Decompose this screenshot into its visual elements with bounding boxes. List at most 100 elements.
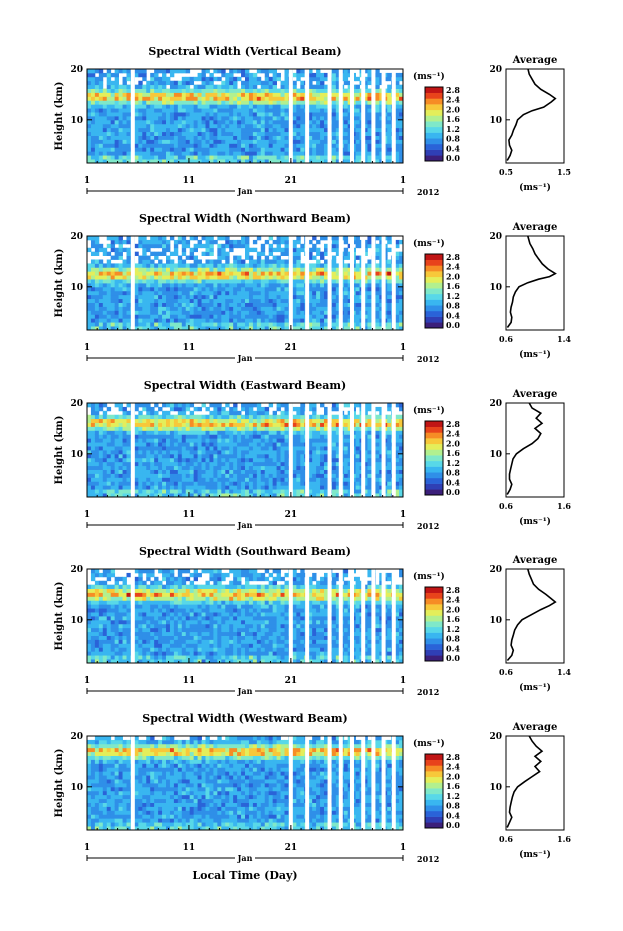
heatmap-cell xyxy=(87,123,92,129)
data-gap xyxy=(130,236,135,330)
heatmap-field xyxy=(87,69,404,164)
heatmap-cell xyxy=(98,310,104,315)
heatmap-cell xyxy=(122,298,127,303)
heatmap-cell xyxy=(87,151,92,156)
heatmap-cell xyxy=(110,457,116,463)
heatmap-cell xyxy=(114,92,119,97)
heatmap-cell xyxy=(166,92,171,97)
heatmap-cell xyxy=(102,481,108,486)
heatmap-cell xyxy=(260,155,266,160)
heatmap-cell xyxy=(292,286,297,292)
heatmap-cell xyxy=(379,76,384,82)
heatmap-cell xyxy=(264,263,270,268)
heatmap-cell xyxy=(169,147,175,152)
heatmap-cell xyxy=(272,446,277,451)
heatmap-cell xyxy=(126,442,131,447)
heatmap-cell xyxy=(375,159,380,164)
heatmap-cell xyxy=(256,434,262,439)
heatmap-cell xyxy=(158,127,163,133)
heatmap-cell xyxy=(162,450,167,455)
heatmap-cell xyxy=(173,279,179,284)
heatmap-cell xyxy=(379,88,384,93)
heatmap-cell xyxy=(260,104,266,109)
heatmap-cell xyxy=(193,263,198,268)
heatmap-cell xyxy=(177,236,183,241)
heatmap-cell xyxy=(324,155,329,160)
heatmap-cell xyxy=(320,147,325,152)
heatmap-cell xyxy=(114,119,119,125)
heatmap-cell xyxy=(173,84,179,89)
heatmap-cell xyxy=(126,310,131,315)
heatmap-cell xyxy=(169,271,175,276)
heatmap-cell xyxy=(114,493,119,498)
heatmap-cell xyxy=(225,263,230,268)
heatmap-cell xyxy=(296,430,301,435)
heatmap-cell xyxy=(90,108,96,113)
heatmap-cell xyxy=(158,271,163,276)
heatmap-cell xyxy=(355,302,360,307)
heatmap-cell xyxy=(312,108,317,113)
heatmap-cell xyxy=(296,473,301,478)
heatmap-cell xyxy=(280,119,285,125)
heatmap-cell xyxy=(300,84,305,89)
heatmap-cell xyxy=(142,112,147,117)
heatmap-cell xyxy=(256,139,262,144)
heatmap-cell xyxy=(320,326,325,331)
heatmap-cell xyxy=(90,485,96,490)
heatmap-cell xyxy=(260,418,266,423)
heatmap-cell xyxy=(367,239,372,245)
heatmap-cell xyxy=(248,104,254,109)
heatmap-cell xyxy=(102,450,108,455)
heatmap-cell xyxy=(102,267,108,272)
heatmap-cell xyxy=(189,271,195,276)
heatmap-cell xyxy=(331,263,337,268)
heatmap-cell xyxy=(126,422,131,427)
heatmap-cell xyxy=(276,96,281,101)
heatmap-cell xyxy=(233,418,238,423)
heatmap-cell xyxy=(395,100,400,105)
heatmap-cell xyxy=(118,457,123,463)
heatmap-cell xyxy=(217,481,222,486)
heatmap-cell xyxy=(94,112,100,117)
heatmap-cell xyxy=(205,310,210,315)
heatmap-cell xyxy=(280,143,285,148)
heatmap-cell xyxy=(256,422,262,427)
heatmap-cell xyxy=(146,80,151,86)
heatmap-cell xyxy=(126,69,131,74)
heatmap-cell xyxy=(387,112,392,117)
heatmap-cell xyxy=(252,143,258,148)
heatmap-cell xyxy=(375,310,380,315)
heatmap-cell xyxy=(225,119,230,125)
heatmap-cell xyxy=(205,283,210,288)
heatmap-cell xyxy=(189,442,195,447)
heatmap-cell xyxy=(162,267,167,272)
heatmap-cell xyxy=(280,236,285,241)
heatmap-cell xyxy=(375,84,380,89)
heatmap-cell xyxy=(197,446,202,451)
heatmap-cell xyxy=(252,306,258,311)
heatmap-cell xyxy=(335,135,341,140)
heatmap-cell xyxy=(320,310,325,315)
heatmap-cell xyxy=(300,318,305,323)
heatmap-cell xyxy=(189,131,195,136)
heatmap-cell xyxy=(252,151,258,156)
heatmap-cell xyxy=(158,116,163,121)
heatmap-cell xyxy=(189,461,195,467)
heatmap-cell xyxy=(280,290,285,296)
heatmap-cell xyxy=(114,286,119,292)
heatmap-cell xyxy=(229,243,234,249)
heatmap-cell xyxy=(118,418,123,423)
heatmap-cell xyxy=(158,477,163,482)
heatmap-cell xyxy=(233,151,238,156)
heatmap-cell xyxy=(308,326,313,331)
heatmap-cell xyxy=(114,457,119,463)
heatmap-cell xyxy=(248,481,254,486)
heatmap-cell xyxy=(213,326,218,331)
heatmap-cell xyxy=(292,155,297,160)
heatmap-cell xyxy=(280,326,285,331)
heatmap-cell xyxy=(217,271,222,276)
heatmap-cell xyxy=(162,159,167,164)
heatmap-cell xyxy=(292,127,297,133)
heatmap-cell xyxy=(118,84,123,89)
heatmap-cell xyxy=(181,465,187,470)
